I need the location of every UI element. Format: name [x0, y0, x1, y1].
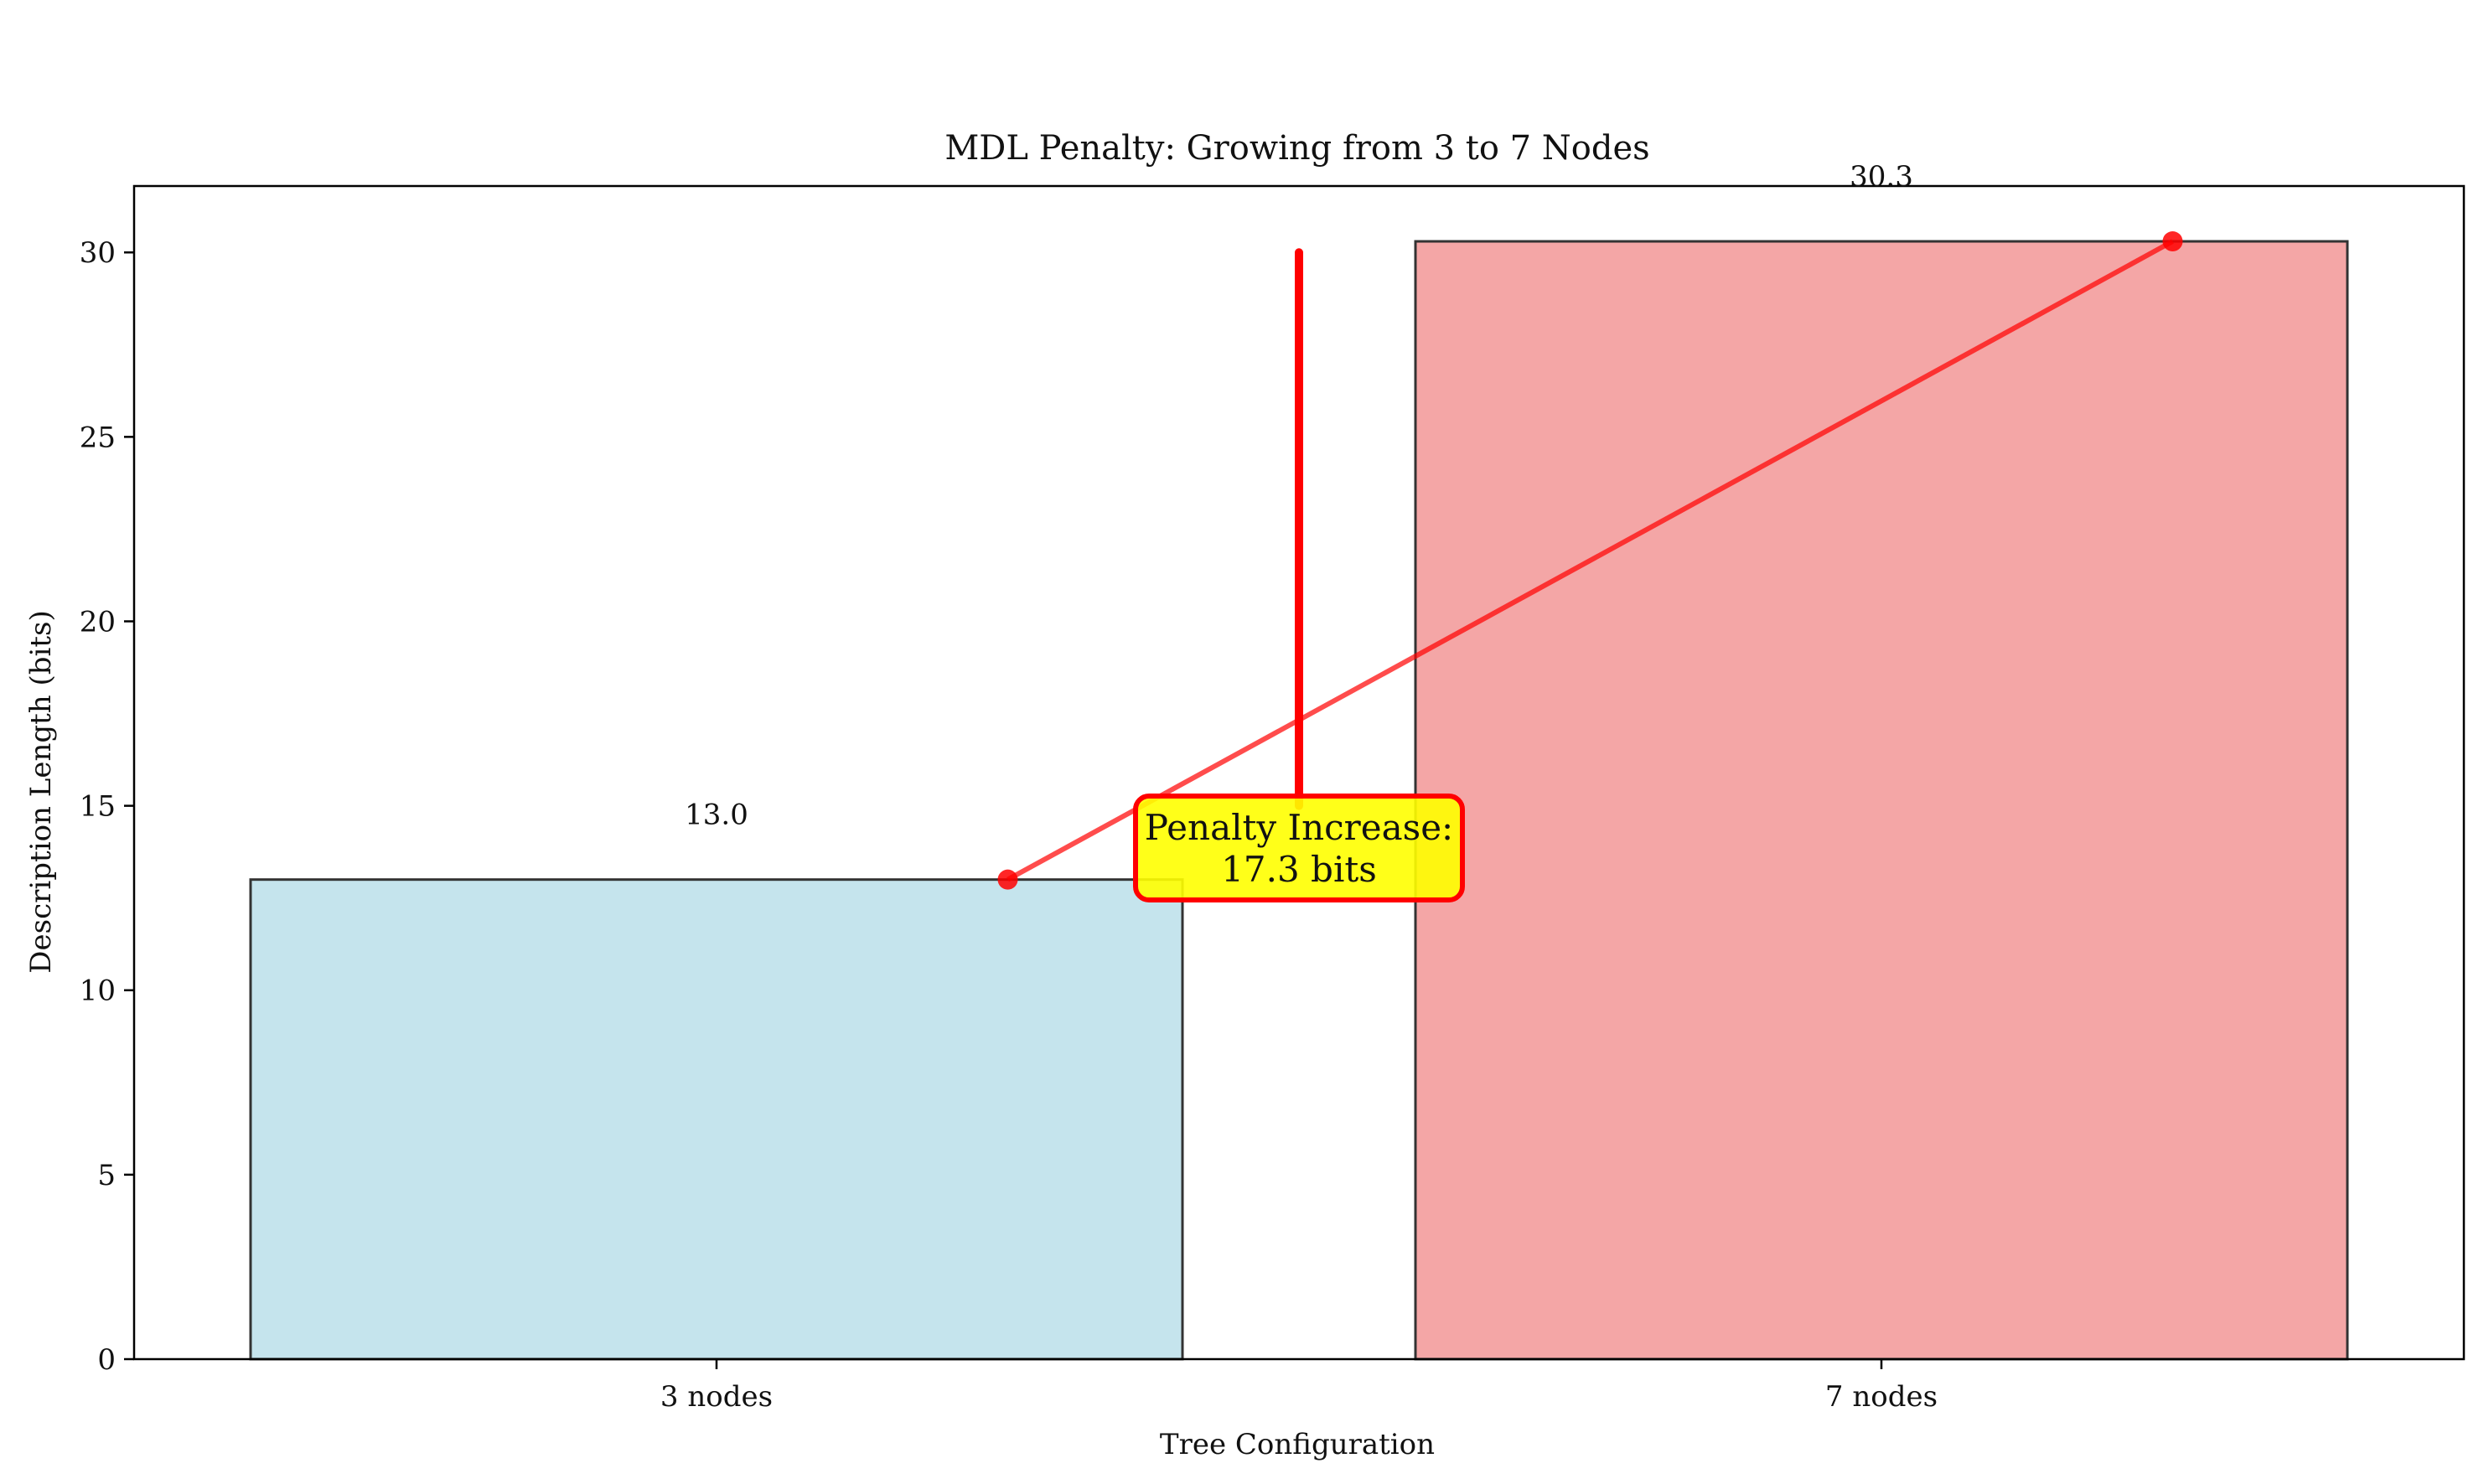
- y-tick-label-1: 5: [97, 1159, 116, 1192]
- y-tick-label-0: 0: [97, 1343, 116, 1377]
- y-tick-label-3: 15: [80, 790, 116, 824]
- annotation-text-line1: Penalty Increase:: [1145, 807, 1453, 848]
- connector-point-start: [997, 869, 1018, 890]
- connector-point-end: [2162, 231, 2183, 252]
- y-tick-label-6: 30: [80, 236, 116, 270]
- annotation-box: [1133, 794, 1465, 902]
- x-tick-label-1: 7 nodes: [1825, 1380, 1938, 1414]
- annotation-text-line2: 17.3 bits: [1221, 849, 1377, 890]
- axes-layer: 0 5 10 15 20 25 30 3 nodes 7 nodes: [80, 184, 2466, 1414]
- plot-frame: [132, 184, 2466, 1361]
- connector-line: [1006, 239, 2174, 882]
- bar-0: [249, 878, 1184, 1361]
- overlay-layer: 13.0 30.3 Penalty Increase:17.3 bits: [685, 160, 2183, 902]
- bar-value-label-0: 13.0: [685, 799, 748, 832]
- bar-1: [1414, 240, 2349, 1361]
- bars-layer: [249, 240, 2349, 1361]
- x-tick-label-0: 3 nodes: [660, 1380, 773, 1414]
- bar-value-label-1: 30.3: [1850, 160, 1913, 194]
- y-tick-label-2: 10: [80, 975, 116, 1008]
- x-axis-label: Tree Configuration: [1160, 1428, 1435, 1461]
- y-axis-label: Description Length (bits): [24, 610, 58, 973]
- y-tick-label-4: 20: [80, 605, 116, 639]
- chart-title: MDL Penalty: Growing from 3 to 7 Nodes: [944, 129, 1649, 168]
- y-tick-label-5: 25: [80, 421, 116, 454]
